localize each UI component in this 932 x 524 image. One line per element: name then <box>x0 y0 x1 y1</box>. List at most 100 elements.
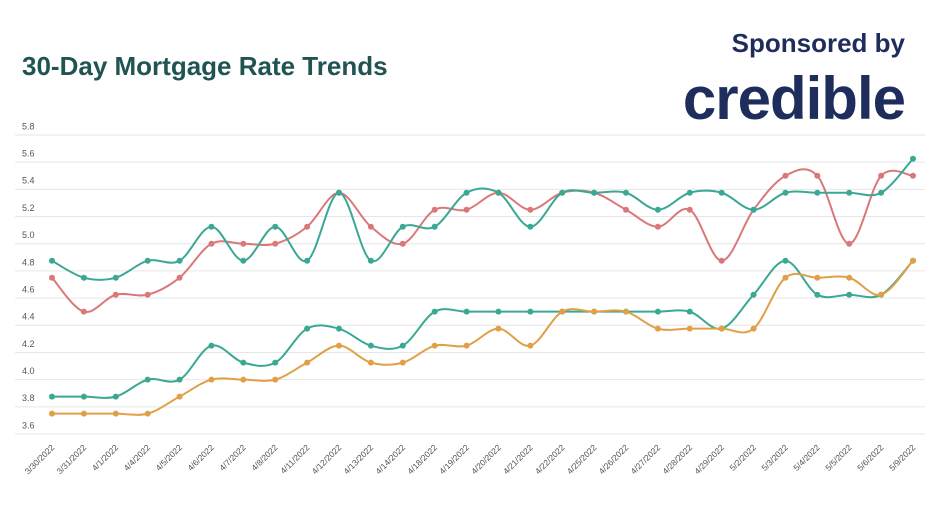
y-tick-label: 3.8 <box>22 393 35 403</box>
data-point <box>144 376 151 383</box>
data-point <box>463 308 470 315</box>
data-point <box>623 206 629 213</box>
data-point <box>304 257 311 264</box>
data-point <box>718 325 725 332</box>
data-point <box>176 376 183 383</box>
data-point <box>272 376 279 383</box>
data-point <box>367 359 374 366</box>
data-point <box>49 393 55 400</box>
data-point <box>431 223 438 230</box>
data-point <box>272 240 279 247</box>
data-point <box>80 393 87 400</box>
data-point <box>336 325 342 332</box>
data-point <box>878 172 885 179</box>
data-point <box>208 223 215 230</box>
data-point <box>910 257 916 264</box>
data-point <box>240 240 247 247</box>
data-point <box>846 189 853 196</box>
data-point <box>654 223 661 230</box>
data-point <box>399 342 406 349</box>
data-point <box>910 155 916 162</box>
y-tick-label: 4.8 <box>22 257 35 267</box>
data-point <box>559 189 566 196</box>
data-point <box>431 342 438 349</box>
data-point <box>240 359 247 366</box>
data-point <box>814 291 821 298</box>
data-point <box>399 359 406 366</box>
data-point <box>240 376 247 383</box>
data-point <box>654 206 661 213</box>
data-point <box>623 308 629 315</box>
sponsor-text: Sponsored by <box>732 28 906 58</box>
data-point <box>176 393 183 400</box>
data-point <box>208 376 215 383</box>
plot-area: 3.63.84.04.24.44.64.85.05.25.45.65.83/30… <box>15 121 925 476</box>
y-tick-label: 5.0 <box>22 230 35 240</box>
data-point <box>686 206 693 213</box>
data-point <box>431 206 438 213</box>
data-point <box>527 308 534 315</box>
series-line <box>52 259 914 399</box>
data-point <box>176 257 183 264</box>
y-tick-label: 4.0 <box>22 366 35 376</box>
data-point <box>527 342 534 349</box>
data-point <box>367 342 374 349</box>
data-point <box>878 189 885 196</box>
data-point <box>654 308 661 315</box>
series-line <box>51 158 914 281</box>
y-tick-label: 4.2 <box>22 339 35 349</box>
data-point <box>240 257 247 264</box>
y-tick-label: 4.6 <box>22 284 35 294</box>
data-point <box>112 291 119 298</box>
data-point <box>144 291 151 298</box>
data-point <box>431 308 438 315</box>
data-point <box>750 291 757 298</box>
data-point <box>80 410 87 417</box>
data-point <box>718 257 725 264</box>
data-point <box>846 291 853 298</box>
data-point <box>527 206 534 213</box>
data-point <box>463 206 470 213</box>
data-point <box>782 274 789 281</box>
data-point <box>367 257 374 264</box>
sponsor-logo: credible <box>683 65 905 132</box>
data-point <box>463 342 470 349</box>
data-point <box>718 189 725 196</box>
data-point <box>399 223 406 230</box>
data-point <box>336 189 342 196</box>
data-point <box>495 189 502 196</box>
data-point <box>144 410 151 417</box>
data-point <box>463 189 470 196</box>
y-tick-label: 4.4 <box>22 312 35 322</box>
data-point <box>814 189 821 196</box>
data-point <box>336 342 342 349</box>
data-point <box>591 308 598 315</box>
data-point <box>49 257 55 264</box>
data-point <box>399 240 406 247</box>
data-point <box>686 325 693 332</box>
data-point <box>208 240 215 247</box>
data-point <box>878 291 885 298</box>
data-point <box>527 223 534 230</box>
data-point <box>80 308 87 315</box>
data-point <box>846 274 853 281</box>
data-point <box>495 325 502 332</box>
y-tick-label: 5.2 <box>22 203 35 213</box>
series-line <box>51 260 914 416</box>
data-point <box>591 189 598 196</box>
data-point <box>304 359 311 366</box>
data-point <box>112 274 119 281</box>
data-point <box>623 189 629 196</box>
data-point <box>272 223 279 230</box>
data-point <box>686 308 693 315</box>
data-point <box>782 172 789 179</box>
data-point <box>782 189 789 196</box>
data-point <box>112 393 119 400</box>
data-point <box>750 206 757 213</box>
y-tick-label: 5.6 <box>22 149 35 159</box>
data-point <box>495 308 502 315</box>
data-point <box>49 274 55 281</box>
data-point <box>686 189 693 196</box>
